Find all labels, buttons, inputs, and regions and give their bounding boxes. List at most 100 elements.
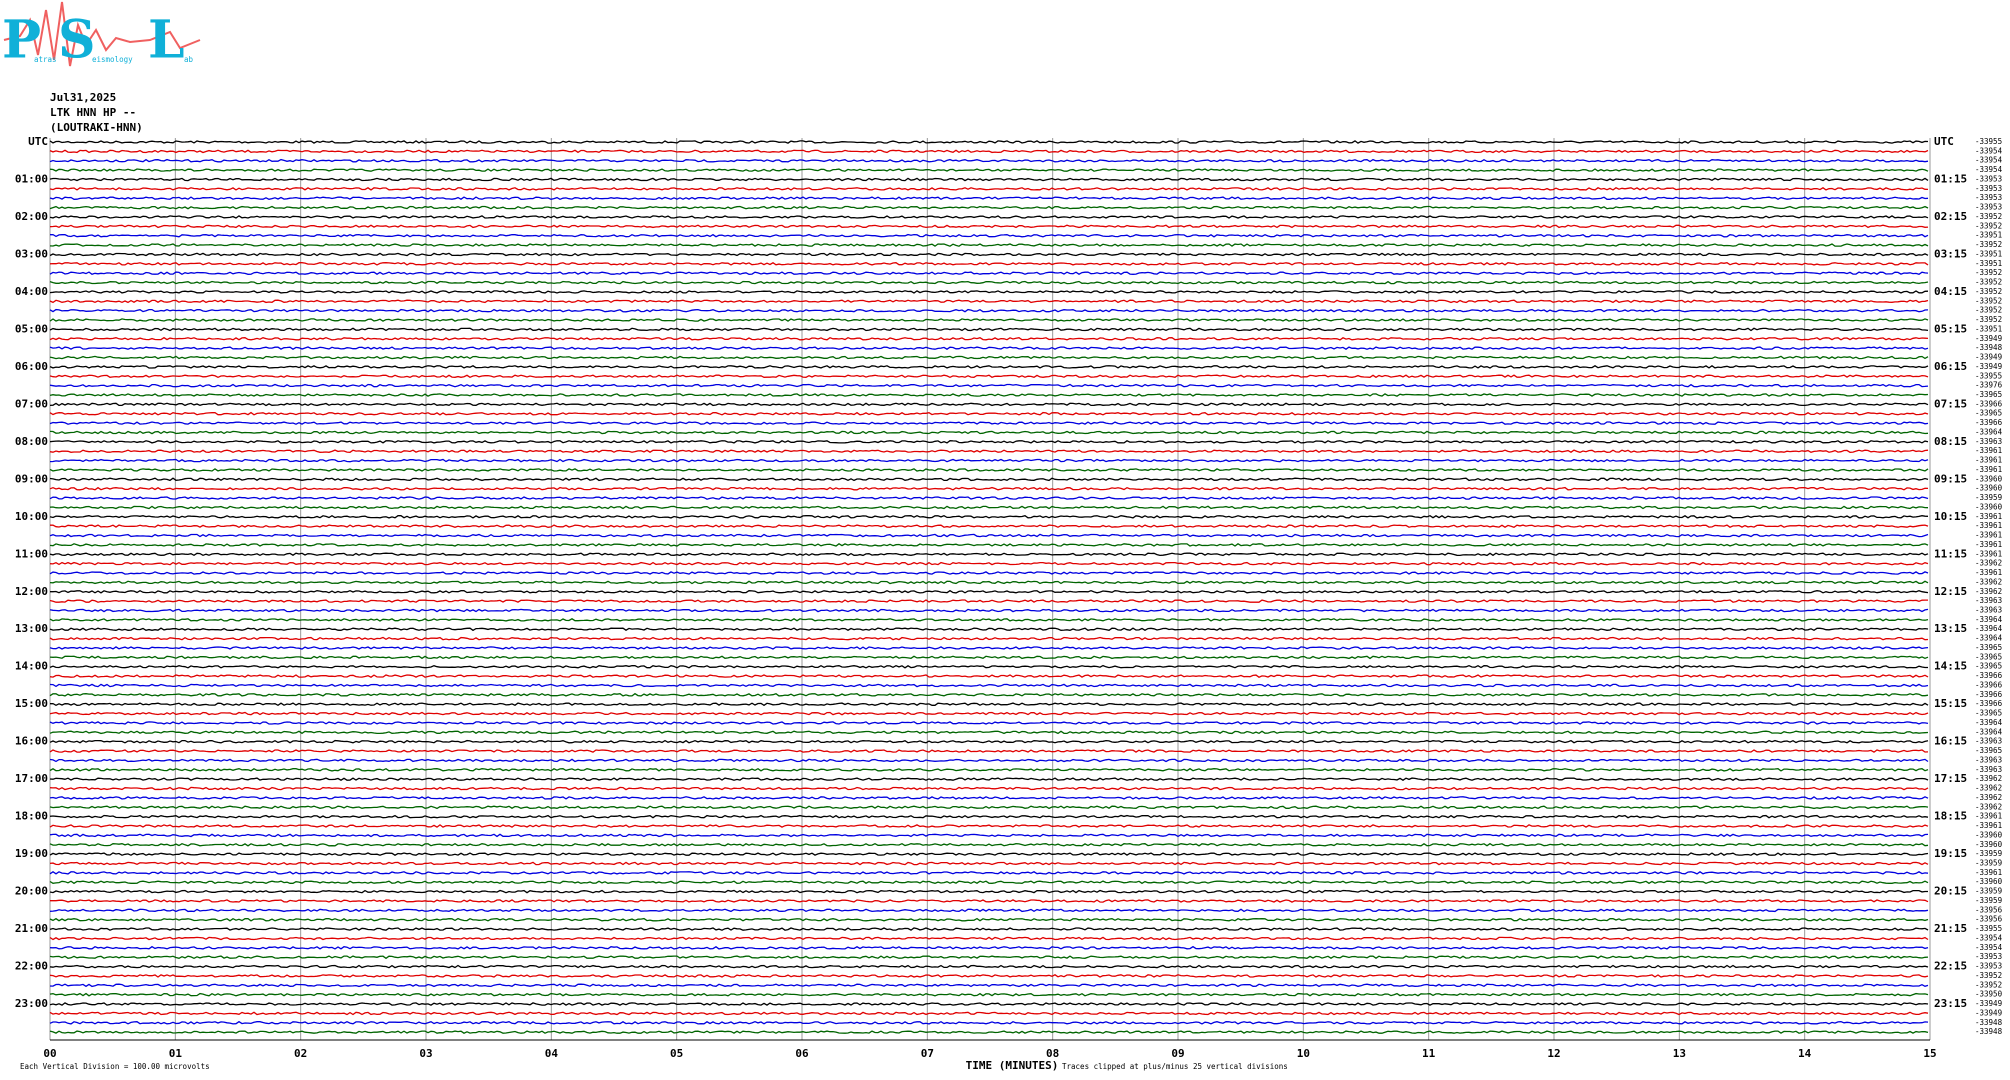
trace: [49, 608, 1929, 613]
offset-label: -33963: [1975, 606, 2002, 615]
hour-label-left: 22:00: [15, 960, 48, 973]
x-axis-label: TIME (MINUTES): [966, 1059, 1059, 1072]
trace: [49, 927, 1929, 931]
offset-label: -33963: [1975, 737, 2002, 746]
trace: [49, 674, 1929, 678]
offset-label: -33951: [1975, 324, 2002, 333]
offset-label: -33965: [1975, 390, 2002, 399]
trace: [49, 739, 1929, 744]
hour-label-right: 07:15: [1934, 397, 1967, 410]
hour-label-right: 15:15: [1934, 697, 1967, 710]
offset-label: -33952: [1975, 278, 2002, 287]
trace: [49, 983, 1929, 988]
trace: [49, 308, 1929, 313]
hour-label-left: 07:00: [15, 397, 48, 410]
trace: [49, 365, 1929, 369]
trace: [49, 711, 1929, 716]
offset-label: -33952: [1975, 296, 2002, 305]
logo-letter: S: [58, 10, 96, 71]
offset-label: -33961: [1975, 531, 2002, 540]
trace: [49, 252, 1929, 257]
offset-label: -33951: [1975, 249, 2002, 258]
trace: [49, 243, 1929, 247]
x-tick-label: 10: [1297, 1047, 1310, 1060]
trace: [49, 149, 1929, 154]
trace: [49, 730, 1929, 735]
hour-label-right: 10:15: [1934, 510, 1967, 523]
offset-label: -33949: [1975, 353, 2002, 362]
trace: [49, 655, 1929, 660]
traces: [49, 140, 1929, 1034]
offset-label: -33948: [1975, 1018, 2003, 1027]
trace: [49, 1002, 1929, 1006]
trace: [49, 974, 1929, 978]
trace: [49, 271, 1929, 276]
logo-letter: P: [2, 10, 41, 71]
offset-label: -33959: [1975, 493, 2002, 502]
trace: [49, 468, 1929, 472]
trace: [49, 917, 1929, 922]
x-tick-label: 07: [921, 1047, 934, 1060]
offset-label: -33965: [1975, 746, 2002, 755]
hour-label-right: 23:15: [1934, 997, 1967, 1010]
offset-label: -33952: [1975, 287, 2002, 296]
offset-label: -33964: [1975, 727, 2003, 736]
hour-label-right: 05:15: [1934, 322, 1967, 335]
trace: [49, 833, 1929, 838]
hour-label-right: 01:15: [1934, 172, 1967, 185]
offset-label: -33962: [1975, 784, 2002, 793]
logo-letter: L: [148, 10, 185, 71]
trace: [49, 224, 1929, 229]
offset-label: -33961: [1975, 568, 2002, 577]
hour-label-left: 05:00: [15, 322, 48, 335]
trace: [49, 486, 1929, 491]
trace: [49, 187, 1929, 191]
offset-label: -33959: [1975, 887, 2002, 896]
hour-label-left: 01:00: [15, 172, 48, 185]
hour-label-left: 20:00: [15, 885, 48, 898]
hour-label-right: 02:15: [1934, 210, 1967, 223]
offset-label: -33961: [1975, 521, 2002, 530]
trace: [49, 618, 1929, 622]
hour-label-right: 21:15: [1934, 922, 1967, 935]
offset-label: -33966: [1975, 680, 2003, 689]
header-date: Jul31,2025: [50, 91, 116, 104]
hour-label-left: 06:00: [15, 360, 48, 373]
hour-label-left: 18:00: [15, 810, 48, 823]
trace: [49, 580, 1929, 585]
logo-wave: [3, 1, 201, 67]
trace: [49, 880, 1929, 885]
offset-label: -33948: [1975, 343, 2003, 352]
trace: [49, 261, 1929, 266]
trace: [49, 824, 1929, 828]
trace: [49, 871, 1929, 875]
logo: P S L atras eismology ab: [2, 1, 201, 71]
trace: [49, 1020, 1929, 1025]
labels: 00 01 02 03 04 05 06 07 08 09 10 11 12 13 14 15-33955-3…: [15, 135, 2003, 1060]
trace: [49, 533, 1929, 538]
trace: [49, 908, 1929, 913]
offset-label: -33961: [1975, 465, 2002, 474]
offset-label: -33950: [1975, 990, 2003, 999]
offset-label: -33961: [1975, 540, 2002, 549]
trace: [49, 992, 1929, 997]
offset-label: -33963: [1975, 596, 2002, 605]
hour-label-left: 02:00: [15, 210, 48, 223]
trace: [49, 496, 1929, 500]
trace: [50, 589, 1929, 594]
hour-label-right: 09:15: [1934, 472, 1967, 485]
offset-label: -33951: [1975, 259, 2002, 268]
trace: [49, 599, 1928, 603]
offset-label: -33953: [1975, 952, 2002, 961]
trace: [49, 168, 1929, 172]
offset-label: -33952: [1975, 240, 2002, 249]
hour-label-right: 12:15: [1934, 585, 1967, 598]
offset-label: -33962: [1975, 577, 2002, 586]
offset-label: -33960: [1975, 830, 2003, 839]
offset-label: -33952: [1975, 980, 2002, 989]
offset-label: -33963: [1975, 755, 2002, 764]
trace: [49, 393, 1929, 397]
trace: [49, 233, 1929, 238]
trace: [49, 899, 1929, 903]
